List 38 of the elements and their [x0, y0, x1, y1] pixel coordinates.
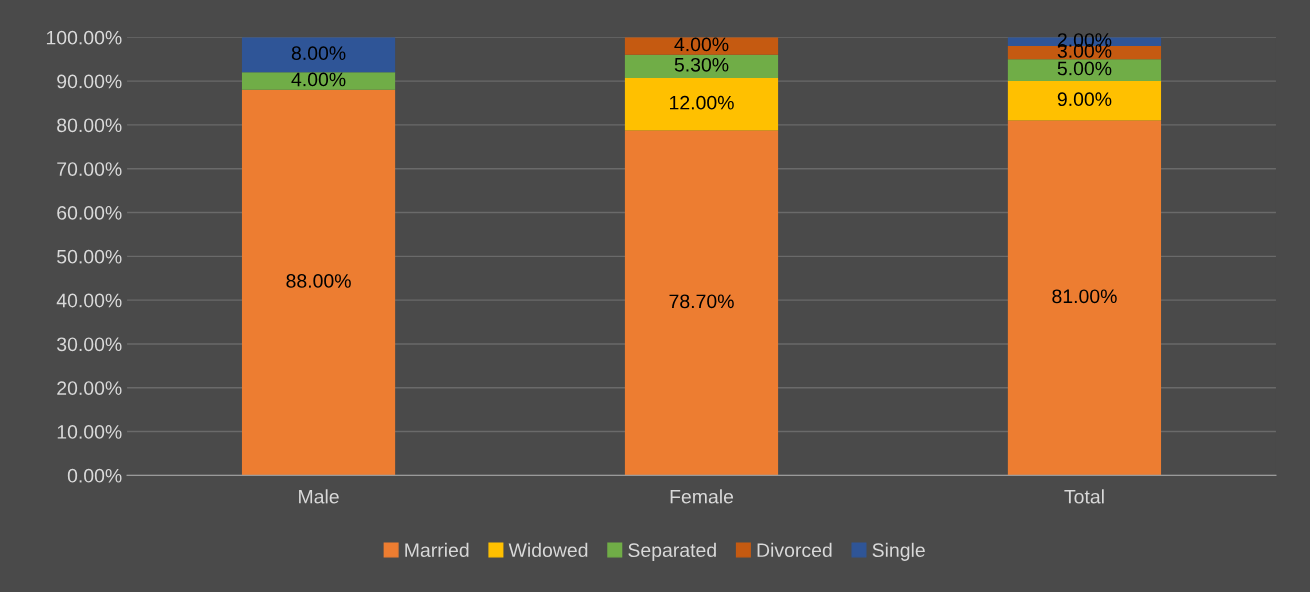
data-label: 81.00% — [1052, 289, 1117, 304]
y-tick-label: 0.00% — [67, 468, 122, 483]
y-tick-label: 50.00% — [57, 249, 122, 264]
bar — [241, 89, 396, 476]
bar — [1007, 120, 1162, 476]
legend-label: Divorced — [757, 542, 832, 558]
legend-label: Separated — [628, 542, 716, 561]
y-tick-label: 60.00% — [57, 206, 122, 220]
data-label: 78.70% — [669, 294, 734, 309]
bar — [1007, 81, 1162, 121]
legend-label: Widowed — [508, 542, 588, 558]
bar — [241, 72, 396, 90]
y-tick-label: 90.00% — [57, 74, 122, 89]
bar — [624, 130, 779, 476]
x-tick-label: Total — [1064, 489, 1104, 504]
x-tick-label: Male — [299, 489, 339, 504]
y-tick-label: 80.00% — [57, 118, 122, 133]
bar — [624, 54, 779, 79]
y-tick-label: 70.00% — [57, 162, 122, 176]
y-tick-label: 20.00% — [57, 381, 122, 395]
y-tick-label: 100.00% — [46, 30, 122, 45]
data-label: 12.00% — [670, 95, 734, 110]
bar — [1007, 59, 1162, 82]
y-tick-label: 30.00% — [57, 337, 122, 352]
data-label: 5.30% — [674, 57, 729, 72]
y-tick-label: 40.00% — [56, 293, 122, 308]
legend-label: Single — [872, 542, 925, 561]
data-label: 88.00% — [286, 274, 351, 288]
data-label: 5.00% — [1057, 61, 1112, 76]
bar — [241, 37, 396, 73]
bar — [624, 78, 779, 131]
legend-label: Married — [405, 542, 469, 558]
data-label: 9.00% — [1057, 92, 1112, 107]
data-label: 4.00% — [674, 37, 729, 52]
x-tick-label: Female — [670, 489, 734, 504]
data-label: 4.00% — [291, 72, 346, 87]
y-tick-label: 10.00% — [57, 425, 122, 439]
data-label: 8.00% — [291, 46, 346, 61]
